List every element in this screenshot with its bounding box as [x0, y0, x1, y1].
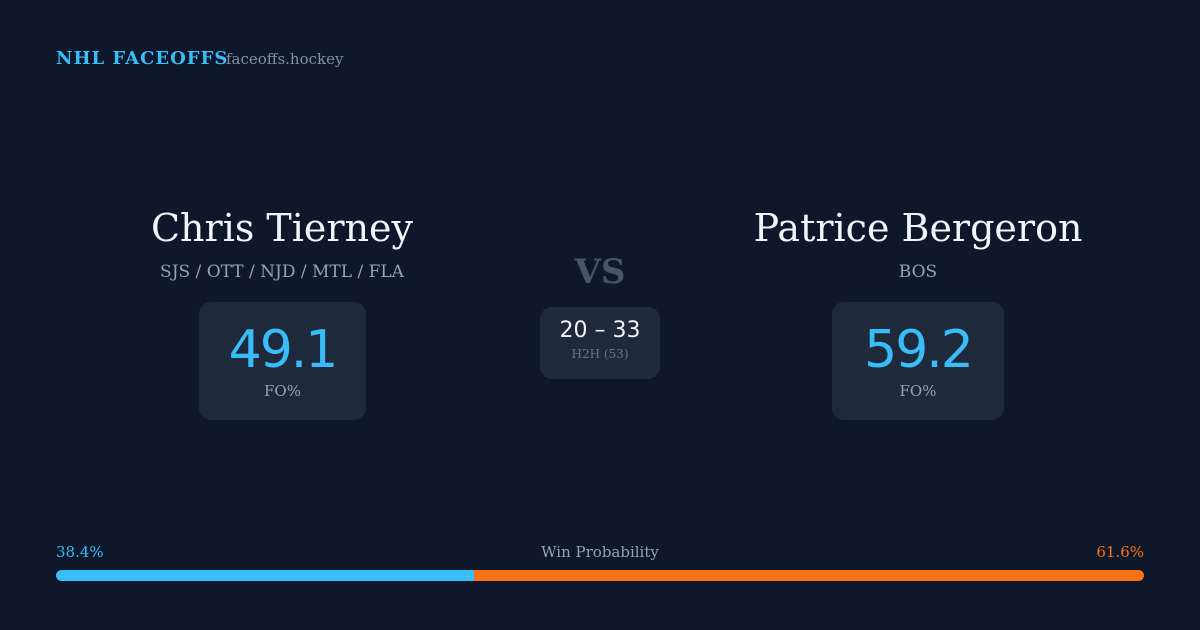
site-url[interactable]: faceoffs.hockey: [226, 50, 344, 68]
stat-card: 49.1 FO%: [199, 302, 366, 420]
win-prob-left: 38.4%: [56, 543, 104, 561]
stat-card: 59.2 FO%: [832, 302, 1004, 420]
bar-segment: [56, 570, 474, 581]
stat-label: FO%: [264, 382, 301, 400]
h2h-card: 20 – 33 H2H (53): [540, 307, 660, 379]
win-prob-bar: [56, 570, 1144, 581]
stat-label: FO%: [899, 382, 937, 400]
player-teams: SJS / OTT / NJD / MTL / FLA: [160, 262, 404, 282]
brand[interactable]: NHL FACEOFFS: [56, 48, 229, 69]
player-name: Chris Tierney: [150, 206, 414, 250]
stat-value: 49.1: [228, 320, 339, 380]
win-prob-title: Win Probability: [541, 543, 659, 561]
stat-value: 59.2: [864, 320, 974, 380]
bar-segment: [473, 570, 1144, 581]
player-teams: BOS: [898, 262, 938, 282]
player-name: Patrice Bergeron: [753, 206, 1083, 250]
h2h-record: 20 – 33: [559, 318, 641, 343]
h2h-label: H2H (53): [571, 347, 629, 361]
win-prob-right: 61.6%: [1096, 543, 1144, 561]
vs-label: VS: [574, 252, 626, 292]
